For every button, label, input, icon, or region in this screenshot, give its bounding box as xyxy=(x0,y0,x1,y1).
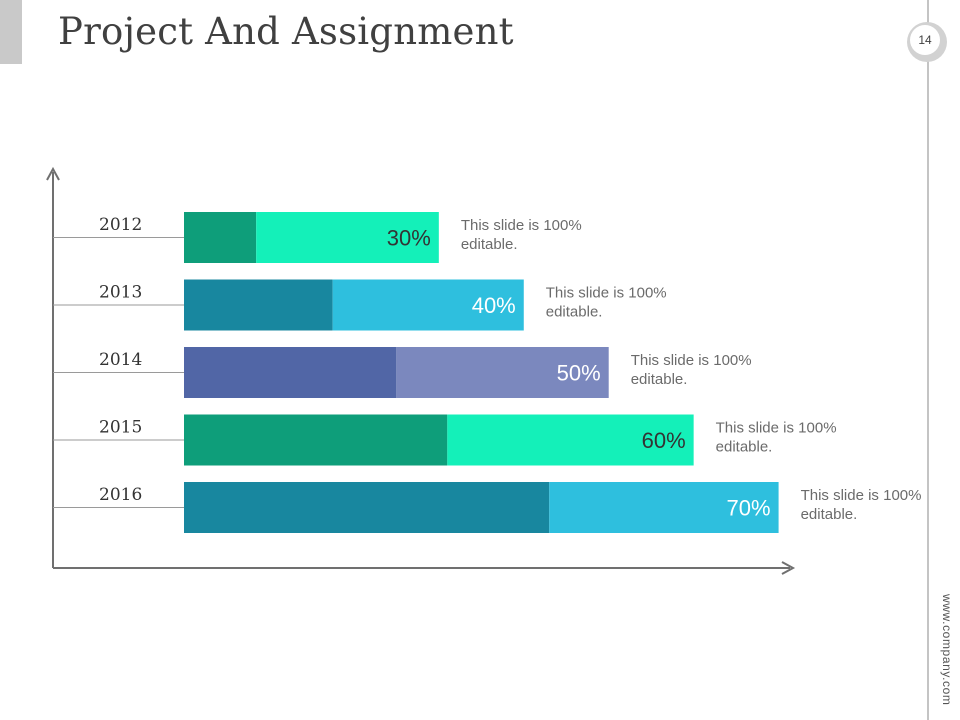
bar-annotation-line: This slide is 100% xyxy=(546,285,667,302)
bar-segment-light xyxy=(332,279,524,331)
category-label: 2016 xyxy=(99,485,142,505)
bar-segment-light xyxy=(549,482,779,533)
bar-annotation: This slide is 100% editable. xyxy=(801,487,922,523)
category-label: 2014 xyxy=(99,350,142,370)
bar-segment-dark xyxy=(184,347,397,398)
bar-segment-dark xyxy=(184,279,333,331)
bar-value-label: 50% xyxy=(557,361,601,386)
bar-annotation: This slide is 100% editable. xyxy=(546,285,667,321)
category-label: 2013 xyxy=(99,283,142,303)
bar-segment-light xyxy=(396,347,609,398)
bar-segment-dark xyxy=(184,212,257,263)
bar-value-label: 70% xyxy=(727,496,771,521)
bar-annotation: This slide is 100% editable. xyxy=(631,352,752,388)
bar-value-label: 30% xyxy=(387,226,431,251)
slide-title: Project And Assignment xyxy=(58,10,514,53)
page-number-badge: 14 xyxy=(907,22,947,62)
bar-annotation-line: This slide is 100% xyxy=(801,487,922,504)
bar-annotation-line: editable. xyxy=(546,304,603,321)
bar-value-label: 60% xyxy=(642,428,686,453)
bar-annotation-line: editable. xyxy=(631,371,688,388)
bars-layer: 2012 30% This slide is 100% editable. 2013 40… xyxy=(53,212,921,533)
x-axis-arrow xyxy=(781,561,796,575)
bar-annotation-line: This slide is 100% xyxy=(631,352,752,369)
y-axis-arrow xyxy=(46,166,60,181)
category-label: 2015 xyxy=(99,418,142,438)
bar-annotation-line: This slide is 100% xyxy=(716,420,837,437)
bar-value-label: 40% xyxy=(472,293,516,318)
bar-annotation: This slide is 100% editable. xyxy=(461,217,582,253)
footer-url: www.company.com xyxy=(940,594,954,706)
corner-accent-bar xyxy=(0,0,22,64)
bar-segment-light xyxy=(256,212,439,263)
bar-annotation-line: editable. xyxy=(716,439,773,456)
page-number: 14 xyxy=(910,25,940,55)
bar-annotation-line: editable. xyxy=(461,236,518,253)
bar-segment-dark xyxy=(184,414,448,466)
category-label: 2012 xyxy=(99,215,142,235)
right-divider-line xyxy=(927,0,929,720)
bar-annotation-line: editable. xyxy=(801,506,858,523)
bar-segment-dark xyxy=(184,482,550,533)
bar-segment-light xyxy=(447,414,694,466)
bar-annotation-line: This slide is 100% xyxy=(461,217,582,234)
bar-annotation: This slide is 100% editable. xyxy=(716,420,837,456)
